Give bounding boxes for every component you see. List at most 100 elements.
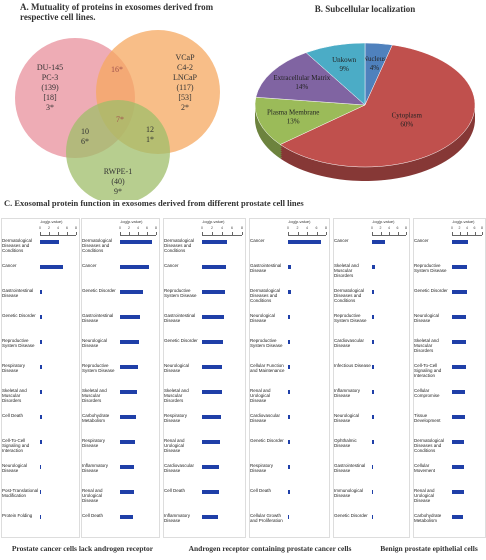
x-tick	[40, 232, 41, 235]
bar	[372, 415, 374, 419]
bar	[288, 340, 291, 344]
bar	[202, 465, 219, 469]
bar	[120, 240, 152, 244]
venn-overlap-label: 10	[81, 127, 89, 136]
x-tick	[156, 232, 157, 235]
bar	[452, 515, 464, 519]
pie-title: B. Subcellular localization	[315, 4, 416, 14]
bar	[40, 440, 42, 444]
pie-slice	[255, 52, 366, 106]
pie-value-label: 13%	[287, 117, 300, 125]
group-caption: Prostate cancer cells lack androgen rece…	[11, 544, 154, 553]
category-label: Skeletal and Muscular Disorders	[414, 338, 439, 353]
pie-value-label: 9%	[339, 65, 349, 73]
x-tick-label: 2	[458, 226, 461, 230]
group-caption: Benign prostate epithelial cells	[380, 544, 478, 553]
category-label: Respiratory Disease	[2, 363, 26, 373]
category-label: Skeletal and Muscular Disorders	[164, 388, 189, 403]
category-label: Genetic Disorder	[250, 438, 284, 443]
x-tick-label: 0	[451, 226, 453, 230]
category-label: Genetic Disorder	[2, 313, 36, 318]
x-tick-label: 8	[155, 226, 157, 230]
x-tick	[202, 232, 203, 235]
x-tick	[67, 232, 68, 235]
category-label: Cell Death	[164, 488, 186, 493]
category-label: Cancer	[82, 263, 97, 268]
bar	[452, 365, 466, 369]
category-label: Inflammatory Disease	[164, 513, 191, 523]
panel-frame	[1, 218, 80, 538]
pie-value-label: 4%	[370, 64, 380, 72]
category-label: Neurological Disease	[250, 313, 276, 323]
category-label: Reproductive System Disease	[334, 313, 367, 323]
x-tick-label: 4	[306, 226, 308, 230]
category-label: Dermatological Diseases and Conditions	[2, 238, 33, 253]
bar	[40, 315, 43, 319]
category-label: Cellular Function and Maintenance	[250, 363, 285, 373]
category-label: Ophthalmic Disease	[334, 438, 357, 448]
x-tick-label: 4	[57, 226, 59, 230]
pie-category: Extracellular Matrix	[273, 74, 330, 82]
bar	[452, 340, 466, 344]
x-tick-label: 8	[241, 226, 243, 230]
bar	[452, 490, 464, 494]
bar	[202, 240, 227, 244]
bar	[120, 465, 134, 469]
x-tick-label: 6	[473, 226, 476, 230]
pie-value-label: 60%	[400, 121, 413, 129]
category-label: Renal and Urological Disease	[82, 488, 103, 503]
x-tick-label: 4	[466, 226, 468, 230]
category-label: Genetic Disorder	[414, 288, 448, 293]
x-tick	[49, 232, 50, 235]
x-tick	[467, 232, 468, 235]
category-label: Genetic Disorder	[334, 513, 368, 518]
bar	[202, 365, 222, 369]
x-tick	[232, 232, 233, 235]
bar	[288, 515, 290, 519]
category-label: Skeletal and Muscular Disorders	[334, 263, 359, 278]
group-caption: Androgen receptor containing prostate ca…	[188, 544, 352, 553]
category-label: Cardiovascular Disease	[250, 413, 281, 423]
bar	[120, 340, 140, 344]
bar	[288, 415, 290, 419]
venn-label: DU-145	[37, 63, 63, 72]
panel-c-title: C. Exosomal protein function in exosomes…	[4, 198, 304, 208]
x-tick	[389, 232, 390, 235]
x-tick-label: 0	[201, 226, 203, 230]
bar	[202, 315, 224, 319]
bar	[40, 365, 42, 369]
category-label: Cellular Growth and Proliferation	[250, 513, 283, 523]
bar	[372, 365, 374, 369]
x-tick-label: 0	[287, 226, 289, 230]
pie-category: Plasma Membrane	[267, 108, 319, 116]
category-label: Cell Death	[82, 513, 104, 518]
category-label: Protein Folding	[2, 513, 33, 518]
bar	[372, 440, 374, 444]
bar	[288, 465, 290, 469]
category-label: Respiratory Disease	[250, 463, 274, 473]
category-label: Carbohydrate Metabolism	[414, 513, 442, 523]
bar	[452, 265, 467, 269]
category-label: Post-Translational Modification	[2, 488, 39, 498]
panel-frame	[81, 218, 160, 538]
bar	[288, 240, 322, 244]
category-label: Cancer	[2, 263, 17, 268]
x-axis-label: -log(p-value)	[40, 219, 63, 224]
x-tick-label: 2	[128, 226, 130, 230]
x-tick-label: 4	[137, 226, 139, 230]
bar	[120, 390, 138, 394]
x-tick-label: 6	[396, 226, 399, 230]
bar	[40, 340, 43, 344]
category-label: Cancer	[164, 263, 179, 268]
bar	[202, 265, 226, 269]
venn-overlap-label: 12	[146, 125, 154, 134]
x-tick	[307, 232, 308, 235]
bar	[372, 240, 385, 244]
x-tick	[406, 232, 407, 235]
category-label: Inflammatory Disease	[82, 463, 109, 473]
category-label: Reproductive System Disease	[250, 338, 283, 348]
category-label: Renal and Urological Disease	[414, 488, 435, 503]
bar	[120, 265, 150, 269]
category-label: Reproductive System Disease	[82, 363, 115, 373]
x-tick	[222, 232, 223, 235]
